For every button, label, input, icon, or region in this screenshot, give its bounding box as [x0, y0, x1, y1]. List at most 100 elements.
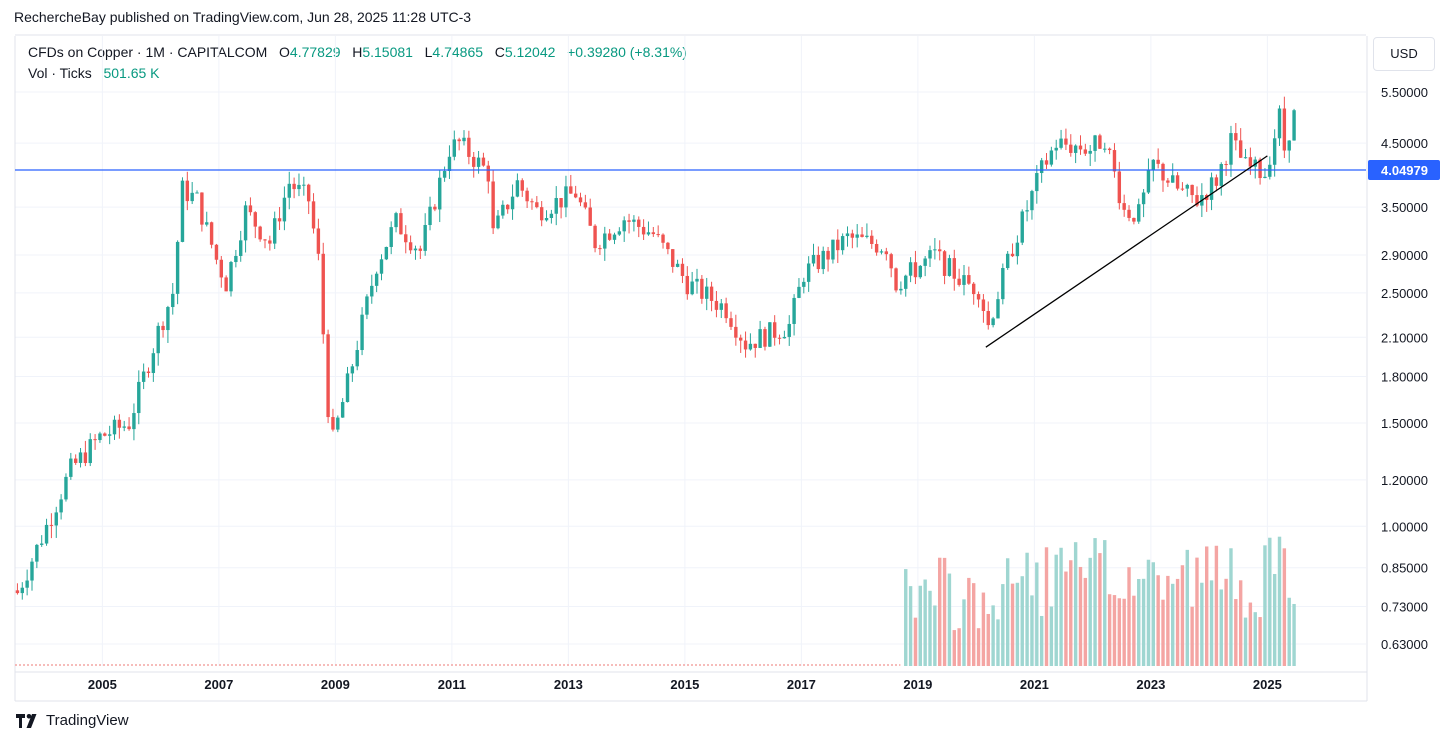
candle-body [1064, 138, 1068, 145]
candle-body [1122, 203, 1126, 210]
candle-body [622, 220, 626, 232]
candle-body [272, 218, 277, 244]
candle-body [1238, 140, 1243, 158]
volume-bar [1263, 545, 1267, 666]
candle-body [525, 190, 529, 202]
x-tick-label: 2009 [321, 677, 350, 692]
candle-body [1035, 173, 1039, 192]
candle-body [73, 458, 78, 463]
chart-grid [14, 34, 1368, 702]
candle-body [797, 286, 801, 298]
candle-body [1263, 176, 1267, 179]
candle-body [1127, 209, 1131, 218]
candle-body [656, 234, 660, 236]
candle-body [180, 180, 185, 242]
candle-body [709, 286, 714, 301]
volume-bar [1209, 580, 1214, 666]
candle-body [205, 222, 209, 225]
candle-body [277, 218, 282, 222]
volume-bar [918, 585, 923, 666]
volume-bar [908, 586, 913, 666]
candle-body [234, 255, 238, 263]
candle-body [132, 413, 136, 430]
candle-body [860, 234, 864, 237]
candle-body [904, 275, 908, 289]
candle-body [666, 242, 670, 250]
candle-body [190, 192, 194, 202]
candle-body [573, 193, 578, 198]
volume-bar [947, 573, 952, 666]
candle-body [816, 254, 821, 270]
volume-bar [1146, 559, 1151, 666]
candle-body [777, 337, 782, 339]
trendline[interactable] [985, 155, 1268, 348]
candle-body [345, 373, 350, 403]
volume-bar [1229, 548, 1233, 666]
candle-body [1039, 160, 1044, 174]
candle-body [1268, 164, 1272, 177]
candle-body [962, 275, 966, 285]
currency-button[interactable]: USD [1373, 37, 1435, 71]
candle-body [549, 213, 554, 218]
volume-bar [1054, 554, 1058, 666]
y-tick-label: 1.50000 [1381, 416, 1428, 431]
volume-bar [1117, 598, 1122, 666]
volume-bar [1234, 599, 1238, 666]
candle-body [908, 262, 913, 276]
candle-body [340, 402, 345, 418]
candle-body [39, 543, 44, 545]
symbol-name[interactable]: CFDs on Copper · 1M · CAPITALCOM [28, 44, 268, 60]
candle-body [447, 156, 452, 172]
candle-body [83, 452, 88, 464]
candle-body [976, 294, 981, 300]
volume-bar [1243, 617, 1248, 666]
candle-body [185, 180, 190, 202]
candle-body [651, 232, 656, 235]
candle-body [627, 220, 631, 222]
candle-body [462, 137, 466, 142]
volume-bar [1049, 606, 1054, 666]
candle-body [705, 286, 709, 299]
y-tick-label: 1.20000 [1381, 473, 1428, 488]
candle-body [433, 206, 437, 210]
volume-bar [1166, 575, 1170, 666]
candle-body [122, 426, 126, 428]
candle-body [763, 329, 767, 347]
change-value: +0.39280 (+8.31%) [567, 44, 687, 60]
high-value: 5.15081 [362, 44, 413, 60]
candle-body [748, 343, 753, 350]
candle-body [918, 265, 923, 278]
candle-body [831, 239, 835, 260]
candle-body [1156, 159, 1160, 164]
candle-body [913, 262, 918, 278]
volume-label[interactable]: Vol · Ticks [28, 65, 92, 81]
candle-body [195, 192, 199, 194]
x-tick-label: 2015 [670, 677, 699, 692]
candle-body [768, 322, 772, 347]
volume-bar [1248, 602, 1253, 666]
candle-body [675, 263, 680, 267]
candle-body [1030, 191, 1034, 211]
volume-bar [1180, 565, 1185, 666]
x-tick-label: 2017 [787, 677, 816, 692]
candle-body [1219, 164, 1223, 186]
candle-body [583, 202, 588, 208]
candle-body [753, 343, 757, 348]
candle-body [607, 233, 612, 240]
candle-body [365, 296, 369, 315]
y-tick-label: 2.90000 [1381, 248, 1428, 263]
candle-body [258, 226, 262, 240]
volume-bar [1151, 562, 1156, 666]
candle-body [1093, 135, 1097, 151]
candle-body [491, 181, 495, 229]
volume-bar [1001, 584, 1005, 666]
candle-body [515, 180, 520, 197]
candle-body [166, 307, 170, 331]
candle-body [535, 202, 539, 208]
volume-bars [15, 536, 1296, 666]
candle-body [792, 297, 796, 324]
candle-body [69, 458, 73, 477]
candle-body [889, 254, 893, 269]
candle-body [374, 273, 379, 286]
